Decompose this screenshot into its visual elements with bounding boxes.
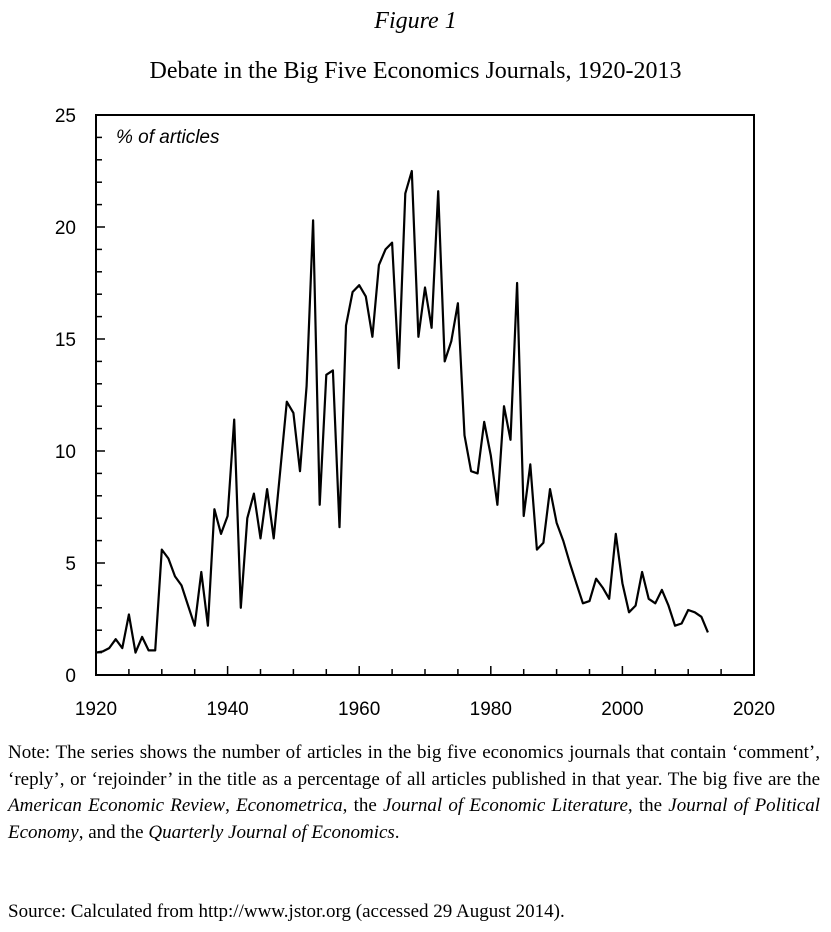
plot-frame bbox=[95, 114, 755, 676]
journal-name: Journal of Economic Literature bbox=[383, 795, 628, 816]
y-tick-label: 20 bbox=[55, 218, 76, 239]
x-tick-label: 2020 bbox=[733, 699, 775, 720]
y-tick-label: 15 bbox=[55, 330, 76, 351]
figure-note: Note: The series shows the number of art… bbox=[8, 740, 820, 846]
x-tick-label: 2000 bbox=[601, 699, 643, 720]
y-axis-label: % of articles bbox=[116, 127, 220, 148]
note-text: Note: The series shows the number of art… bbox=[8, 742, 820, 790]
x-tick-label: 1960 bbox=[338, 699, 380, 720]
line-chart: 0 5 10 15 20 25 1920 1940 1960 1980 2000 2020 % of a… bbox=[55, 106, 775, 720]
y-tick-label: 25 bbox=[55, 106, 76, 127]
figure-source: Source: Calculated from http://www.jstor… bbox=[8, 901, 565, 922]
series-line bbox=[95, 169, 709, 654]
y-tick-label: 5 bbox=[65, 554, 76, 575]
note-text: , and the bbox=[78, 821, 149, 843]
y-tick-label: 10 bbox=[55, 442, 76, 463]
chart-axes: 0 5 10 15 20 25 1920 1940 1960 1980 2000 2020 % of a… bbox=[55, 106, 775, 720]
note-text: , the bbox=[342, 795, 384, 816]
x-tick-label: 1920 bbox=[75, 699, 117, 720]
journal-name: Journal of Political Economy bbox=[8, 795, 821, 843]
x-tick-label: 1940 bbox=[206, 699, 248, 720]
journal-name: Econo­metrica bbox=[236, 795, 343, 816]
note-text: . bbox=[394, 821, 400, 843]
figure-title: Debate in the Big Five Economics Journal… bbox=[149, 58, 682, 84]
figure-label: Figure 1 bbox=[374, 8, 457, 34]
x-tick-label: 1980 bbox=[470, 699, 512, 720]
chart-plot-area bbox=[95, 169, 709, 654]
journal-name: Quarterly Journal of Economics bbox=[148, 821, 395, 843]
note-text: , the bbox=[627, 795, 669, 816]
journal-name: American Economic Review bbox=[8, 795, 226, 816]
y-tick-label: 0 bbox=[65, 666, 76, 687]
note-text: , bbox=[225, 795, 237, 816]
